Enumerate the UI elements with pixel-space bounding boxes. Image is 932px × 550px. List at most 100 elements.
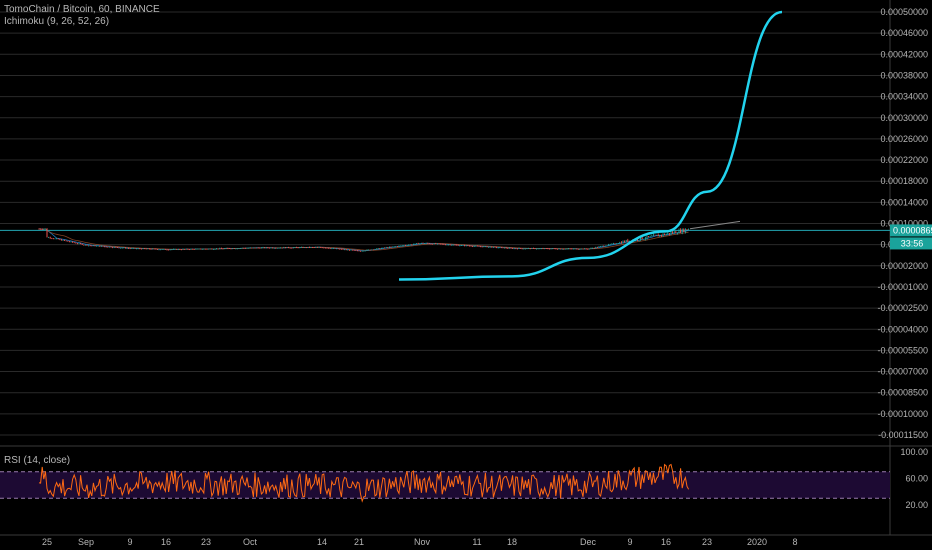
candle-body [619, 242, 621, 244]
candle-body [182, 248, 184, 250]
candle-body [254, 247, 256, 249]
candle-body [331, 248, 333, 250]
candle-body [576, 248, 578, 250]
candle-body [273, 247, 275, 249]
time-tick-label: Dec [580, 537, 597, 547]
candle-body [505, 247, 507, 249]
price-tick-label: -0.00004000 [877, 324, 928, 334]
time-tick-label: 16 [161, 537, 171, 547]
candle-body [504, 247, 506, 249]
candle-body [184, 248, 186, 250]
candle-body [625, 240, 627, 243]
time-tick-label: 9 [127, 537, 132, 547]
candle-body [529, 248, 531, 250]
candle-body [155, 248, 157, 250]
candle-body [484, 246, 486, 248]
candle-body [304, 247, 306, 248]
candle-body [316, 247, 318, 248]
candle-body [360, 251, 362, 252]
candle-body [44, 228, 46, 230]
candle-body [580, 248, 582, 250]
candle-body [134, 248, 136, 249]
candle-body [78, 243, 80, 245]
candle-body [241, 247, 243, 249]
candle-body [560, 248, 562, 250]
rsi-legend[interactable]: RSI (14, close) [4, 455, 71, 466]
candle-body [417, 243, 419, 245]
rsi-tick-label: 20.00 [905, 500, 928, 510]
time-tick-label: 23 [702, 537, 712, 547]
candle-body [368, 249, 370, 251]
candle-body [608, 244, 610, 246]
candle-body [281, 247, 283, 249]
candle-body [371, 249, 373, 251]
candle-body [169, 249, 171, 251]
candle-body [680, 230, 682, 233]
candle-body [412, 244, 414, 245]
candle-body [64, 239, 66, 241]
candle-body [499, 247, 501, 249]
candle-body [478, 245, 480, 247]
candle-body [102, 245, 104, 247]
candle-body [592, 247, 594, 249]
candles [38, 228, 690, 252]
candle-body [688, 229, 690, 231]
candle-body [204, 248, 206, 250]
candle-body [483, 246, 485, 248]
candle-body [280, 247, 282, 249]
candle-body [667, 233, 669, 235]
price-tick-label: 0.00026000 [880, 134, 928, 144]
candle-body [158, 249, 160, 251]
candle-body [209, 248, 211, 250]
candle-body [374, 249, 376, 250]
candle-body [123, 247, 125, 249]
candle-body [353, 250, 355, 251]
candle-body [60, 239, 62, 241]
candle-body [57, 238, 59, 240]
candle-body [104, 246, 106, 248]
candle-body [440, 243, 442, 245]
base-line [38, 228, 689, 251]
candle-body [51, 238, 53, 239]
candle-body [171, 249, 173, 251]
candle-body [347, 249, 349, 251]
candle-body [259, 247, 261, 249]
candle-body [651, 235, 653, 237]
candle-body [206, 248, 208, 250]
axis-lines [0, 0, 932, 536]
candle-body [448, 244, 450, 246]
candle-body [275, 247, 277, 249]
candle-body [243, 247, 245, 249]
candle-body [203, 248, 205, 250]
candle-body [289, 247, 291, 249]
candle-body [163, 249, 165, 250]
candle-body [600, 246, 602, 247]
candle-body [502, 247, 504, 249]
time-tick-label: 23 [201, 537, 211, 547]
candle-body [443, 244, 445, 245]
candle-body [470, 245, 472, 247]
ichimoku-legend[interactable]: Ichimoku (9, 26, 52, 26) [4, 16, 110, 27]
candle-body [238, 248, 240, 249]
candle-body [144, 248, 146, 250]
candle-body [219, 248, 221, 249]
candle-body [222, 248, 224, 250]
candle-body [80, 243, 82, 245]
candle-body [364, 250, 366, 252]
candle-body [414, 243, 416, 245]
candle-body [345, 249, 347, 251]
candle-body [574, 248, 576, 250]
candle-body [283, 247, 285, 249]
candle-body [476, 245, 478, 247]
symbol-title[interactable]: TomoChain / Bitcoin, 60, BINANCE [4, 4, 160, 15]
candle-body [488, 246, 490, 248]
candle-body [640, 237, 642, 240]
candle-body [579, 249, 581, 250]
candle-body [110, 246, 112, 248]
candle-body [126, 248, 128, 249]
candle-body [323, 247, 325, 249]
candle-body [91, 245, 93, 247]
candle-body [664, 234, 666, 235]
candle-body [468, 245, 470, 247]
candle-body [116, 247, 118, 248]
